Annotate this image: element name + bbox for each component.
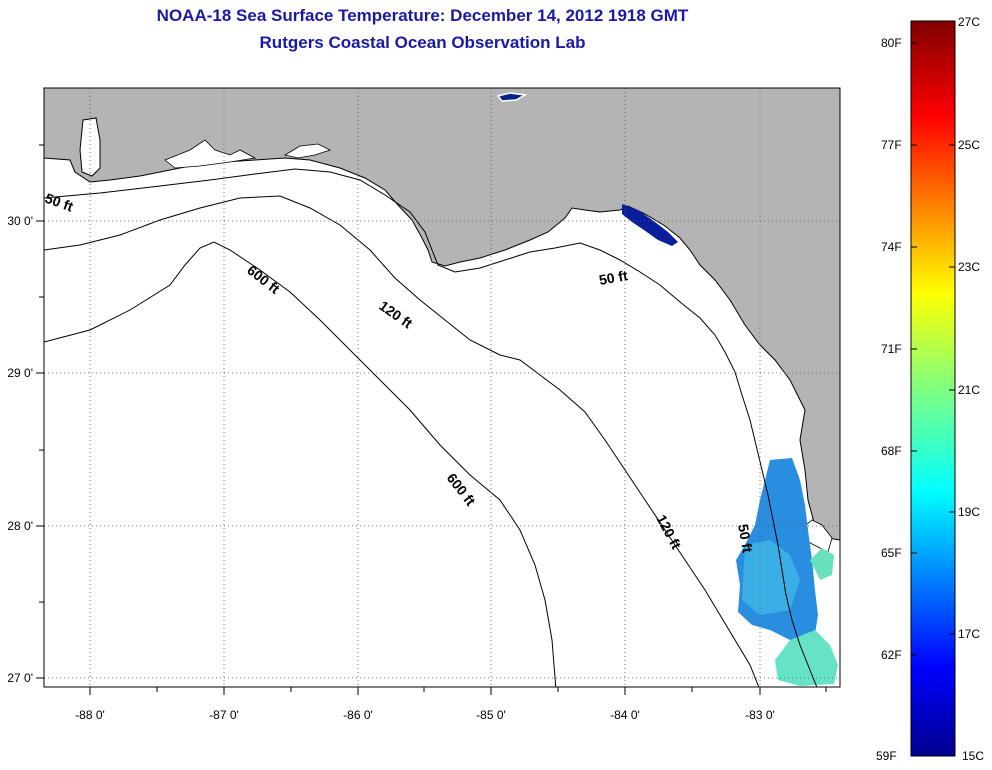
sst-patch-warm: [775, 630, 838, 686]
map-frame: [43, 87, 841, 688]
map-title: NOAA-18 Sea Surface Temperature: Decembe…: [156, 6, 689, 25]
lat-tick-label: 29 0': [7, 366, 33, 380]
colorbar-f-label: 80F: [881, 36, 902, 50]
colorbar-c-label: 23C: [958, 260, 981, 274]
sst-swath-north: [622, 204, 678, 246]
colorbar-c-label: 15C: [962, 749, 985, 763]
lat-tick-label: 30 0': [7, 214, 33, 228]
colorbar-c-label: 27C: [958, 15, 981, 29]
contour-120ft: [44, 195, 760, 687]
lon-tick-label: -88 0': [75, 708, 105, 722]
colorbar-f-label: 65F: [881, 546, 902, 560]
colorbar-f-label: 59F: [876, 749, 897, 763]
contour-600ft: [44, 241, 557, 687]
lon-tick-label: -83 0': [745, 708, 775, 722]
colorbar-c-label: 19C: [958, 505, 981, 519]
lon-tick-label: -87 0': [209, 708, 239, 722]
colorbar-c-label: 25C: [958, 138, 981, 152]
temperature-colorbar: [910, 20, 956, 757]
colorbar-c-label: 21C: [958, 383, 981, 397]
sst-patch-cool: [742, 540, 800, 615]
map-subtitle: Rutgers Coastal Ocean Observation Lab: [259, 33, 586, 52]
lat-tick-label: 28 0': [7, 519, 33, 533]
minor-ticks: [36, 144, 827, 695]
graticule: [44, 88, 840, 687]
lon-tick-label: -84 0': [610, 708, 640, 722]
choctawhatchee-bay: [283, 143, 332, 159]
colorbar-f-label: 74F: [881, 240, 902, 254]
colorbar-ticks: [911, 42, 955, 656]
pensacola-bay: [164, 139, 257, 169]
contour-50ft: [44, 168, 818, 687]
colorbar-f-label: 68F: [881, 444, 902, 458]
lat-tick-label: 27 0': [7, 671, 33, 685]
mobile-bay: [79, 117, 101, 177]
colorbar-f-label: 71F: [881, 342, 902, 356]
sst-patch-tampa-bay: [810, 548, 834, 580]
inland-lake: [496, 92, 528, 102]
colorbar-f-label: 77F: [881, 138, 902, 152]
contour-label: 50 ft: [735, 523, 756, 554]
lon-tick-label: -86 0': [343, 708, 373, 722]
colorbar-c-label: 17C: [958, 627, 981, 641]
contour-label: 50 ft: [598, 267, 629, 288]
lon-tick-label: -85 0': [476, 708, 506, 722]
colorbar-f-label: 62F: [881, 648, 902, 662]
